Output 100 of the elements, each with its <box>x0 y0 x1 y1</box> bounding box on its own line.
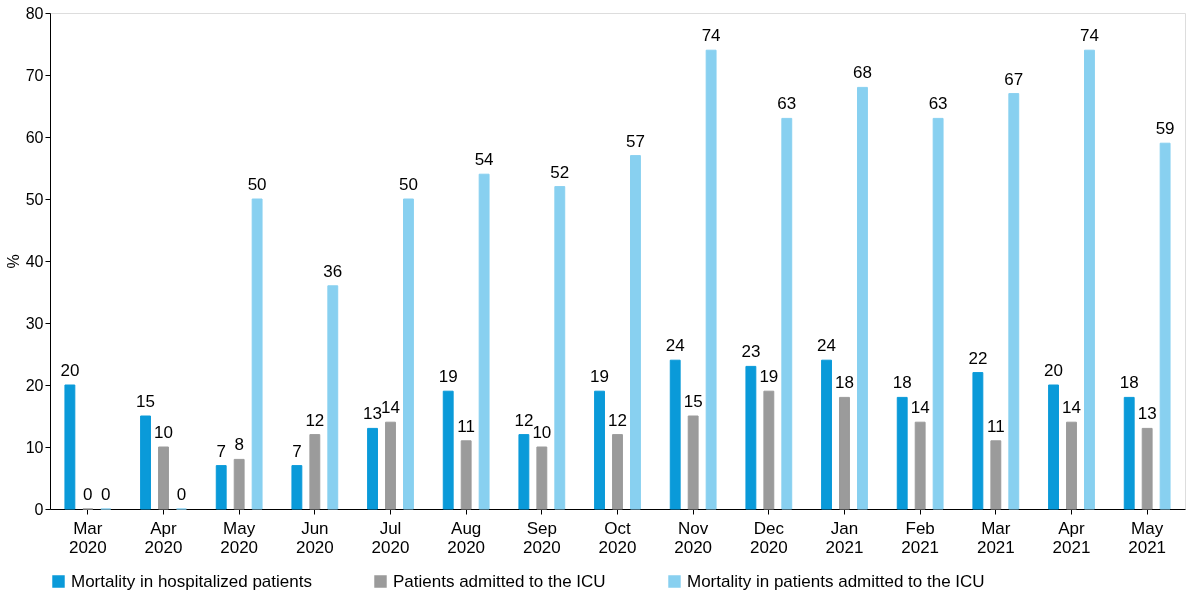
data-label: 15 <box>683 392 703 411</box>
y-tick-label: 30 <box>25 314 44 332</box>
bar <box>745 365 757 510</box>
data-label: 15 <box>136 392 156 411</box>
x-tick-label: Dec 2020 <box>749 518 788 557</box>
legend-label: Patients admitted to the ICU <box>393 571 606 591</box>
data-label: 74 <box>1079 26 1099 46</box>
data-label: 22 <box>968 348 988 368</box>
data-label: 63 <box>928 94 948 114</box>
bar <box>215 465 227 510</box>
bar <box>821 359 832 510</box>
bar <box>857 86 868 510</box>
data-label: 14 <box>381 398 400 418</box>
bar <box>403 198 414 510</box>
bar <box>327 285 339 510</box>
y-tick-label: 40 <box>25 252 44 270</box>
x-tick-label: Mar 2020 <box>68 518 107 557</box>
data-label: 20 <box>1044 361 1064 380</box>
bar <box>536 446 548 510</box>
x-tick-label: Apr 2020 <box>144 518 183 557</box>
data-label: 54 <box>474 150 494 170</box>
data-label: 11 <box>457 416 475 436</box>
data-label: 11 <box>987 416 1005 436</box>
bar <box>1008 93 1020 510</box>
bar <box>630 155 641 510</box>
x-tick-label: Feb 2021 <box>901 518 940 557</box>
x-tick-label: Oct 2020 <box>598 518 637 557</box>
data-label: 10 <box>532 423 552 442</box>
data-label: 52 <box>550 162 570 182</box>
x-tick-label: Apr 2021 <box>1052 518 1091 557</box>
data-label: 14 <box>910 398 930 418</box>
legend-label: Mortality in patients admitted to the ICU <box>687 571 985 591</box>
bar <box>309 434 321 510</box>
data-label: 24 <box>817 336 837 356</box>
data-label: 12 <box>305 410 325 430</box>
data-label: 18 <box>892 373 912 393</box>
data-label: 10 <box>154 423 173 442</box>
y-tick-label: 20 <box>25 376 44 394</box>
data-label: 7 <box>216 441 226 461</box>
data-label: 12 <box>608 410 627 430</box>
data-label: 0 <box>176 485 187 504</box>
data-label: 0 <box>83 485 93 504</box>
bar <box>594 390 605 510</box>
x-tick-label: Mar 2021 <box>976 518 1015 557</box>
data-label: 74 <box>701 26 721 46</box>
x-tick-label: May 2020 <box>220 518 259 557</box>
bar <box>478 173 490 510</box>
data-label: 19 <box>438 367 458 387</box>
bar <box>781 117 793 510</box>
data-label: 68 <box>852 63 872 83</box>
data-label: 50 <box>247 175 267 194</box>
bar <box>669 359 681 510</box>
data-label: 63 <box>777 94 797 114</box>
data-label: 57 <box>625 131 645 151</box>
bar <box>839 396 850 510</box>
bar <box>932 117 944 510</box>
bar <box>233 458 245 510</box>
bar <box>1084 49 1095 510</box>
data-label: 24 <box>665 336 685 356</box>
x-tick-label: Jul 2020 <box>371 518 410 557</box>
data-label: 36 <box>323 261 343 281</box>
data-label: 19 <box>590 367 610 387</box>
data-label: 12 <box>514 410 534 430</box>
bar <box>385 421 396 510</box>
bar <box>1123 396 1135 510</box>
data-label: 59 <box>1155 119 1175 139</box>
y-axis-title: % <box>4 254 22 269</box>
bar <box>1159 142 1171 510</box>
data-label: 0 <box>101 485 111 504</box>
bar <box>612 434 623 510</box>
bar <box>972 372 984 510</box>
data-label: 18 <box>1119 373 1139 393</box>
bar <box>251 198 263 510</box>
data-label: 23 <box>741 342 761 362</box>
bar <box>460 440 472 510</box>
y-tick-label: 50 <box>25 190 44 208</box>
bar <box>442 390 454 510</box>
y-tick-label: 80 <box>25 4 44 22</box>
y-tick-label: 60 <box>25 128 44 146</box>
x-tick-label: Aug 2020 <box>447 518 486 557</box>
data-label: 14 <box>1062 398 1081 418</box>
legend-label: Mortality in hospitalized patients <box>71 571 312 591</box>
bar <box>291 465 303 510</box>
data-label: 20 <box>60 361 80 380</box>
bar <box>140 415 151 510</box>
bar <box>990 440 1002 510</box>
data-label: 13 <box>363 404 383 424</box>
bar <box>367 427 378 510</box>
bar <box>518 434 530 510</box>
x-tick-label: May 2021 <box>1128 518 1167 557</box>
x-tick-label: Jun 2020 <box>295 518 334 557</box>
data-label: 7 <box>292 441 302 461</box>
bar <box>687 415 699 510</box>
data-label: 18 <box>835 373 854 393</box>
bar <box>554 186 566 510</box>
y-tick-label: 0 <box>34 500 44 518</box>
y-tick-label: 10 <box>25 438 44 456</box>
bar <box>1066 421 1077 510</box>
data-label: 13 <box>1137 404 1157 424</box>
data-label: 8 <box>234 435 244 455</box>
